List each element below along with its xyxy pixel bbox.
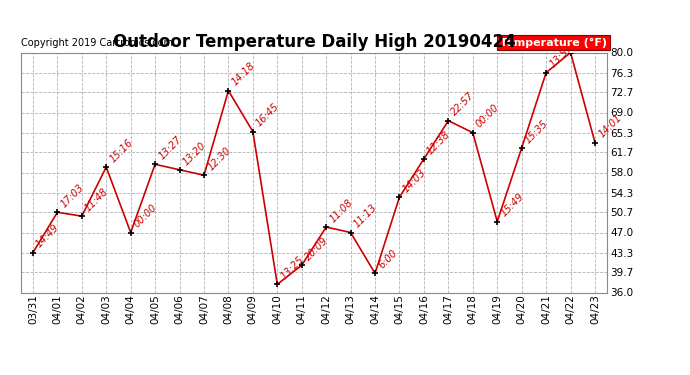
Text: 13:27: 13:27 [157, 135, 184, 162]
Text: 12:30: 12:30 [206, 146, 233, 172]
Text: 13:20: 13:20 [181, 140, 208, 167]
Text: 15:35: 15:35 [523, 118, 550, 145]
Text: 15:16: 15:16 [108, 137, 135, 164]
Text: 20:09: 20:09 [303, 236, 331, 262]
Text: 16:45: 16:45 [254, 102, 282, 129]
Text: 14:03: 14:03 [401, 167, 428, 194]
Text: Copyright 2019 Cartronics.com: Copyright 2019 Cartronics.com [21, 38, 172, 48]
Text: 11:08: 11:08 [328, 197, 355, 224]
Text: Temperature (°F): Temperature (°F) [500, 38, 607, 48]
Text: 11:13: 11:13 [352, 202, 379, 230]
Text: 00:00: 00:00 [474, 103, 501, 130]
Text: 13:25: 13:25 [279, 255, 306, 282]
Text: 12:38: 12:38 [425, 129, 453, 156]
Text: 15:49: 15:49 [499, 192, 526, 219]
Text: 6:00: 6:00 [377, 248, 399, 271]
Title: Outdoor Temperature Daily High 20190424: Outdoor Temperature Daily High 20190424 [112, 33, 515, 51]
Text: 13:57: 13:57 [547, 43, 575, 70]
Text: 00:00: 00:00 [132, 202, 159, 230]
Text: 11:48: 11:48 [83, 186, 110, 213]
Text: 22:57: 22:57 [450, 91, 477, 118]
Text: 14:18: 14:18 [230, 61, 257, 88]
Text: 14:01: 14:01 [596, 112, 624, 140]
Text: 14:49: 14:49 [34, 223, 61, 250]
Text: 17:03: 17:03 [59, 183, 86, 210]
